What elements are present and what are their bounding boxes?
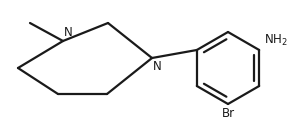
- Text: NH$_2$: NH$_2$: [264, 33, 288, 48]
- Text: Br: Br: [221, 107, 235, 120]
- Text: N: N: [153, 60, 162, 73]
- Text: N: N: [64, 26, 73, 39]
